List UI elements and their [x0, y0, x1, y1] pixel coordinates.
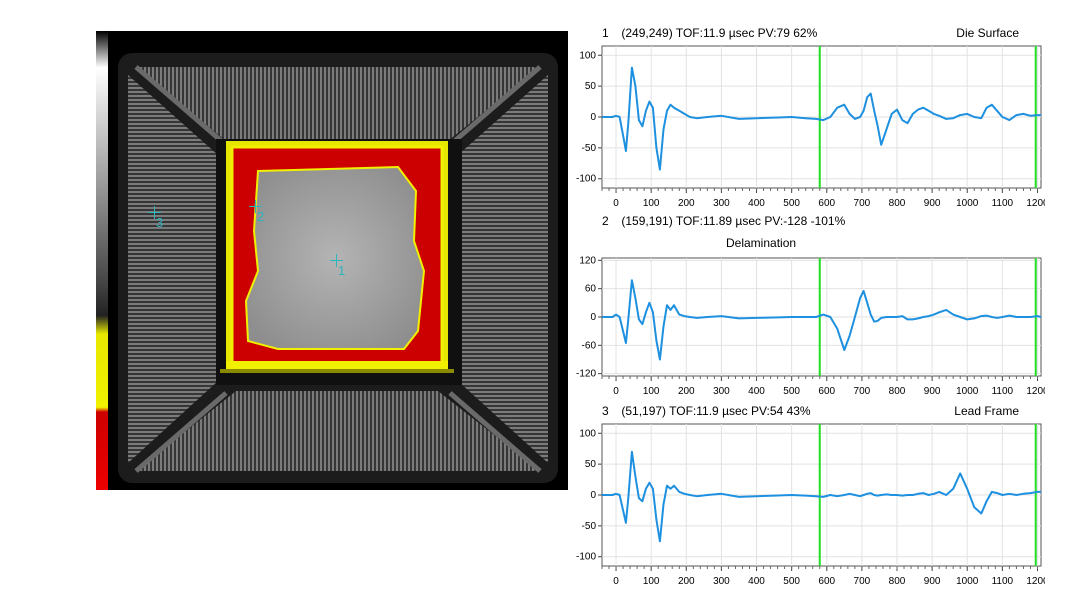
marker-label: 2 — [257, 209, 265, 224]
y-tick-label: 50 — [585, 459, 597, 470]
y-tick-label: -50 — [582, 521, 597, 532]
waveform-index: 3 — [602, 404, 609, 418]
waveform-header: 3 (51,197) TOF:11.9 µsec PV:54 43% — [602, 404, 811, 418]
x-tick-label: 800 — [889, 386, 906, 397]
crosshair-icon — [330, 254, 343, 267]
y-tick-label: -60 — [582, 340, 597, 351]
waveform-chart: 0100200300400500600700800900100011001200… — [576, 255, 1045, 397]
waveform-readout: (51,197) TOF:11.9 µsec PV:54 43% — [621, 404, 811, 418]
marker-label: 1 — [338, 263, 346, 278]
y-tick-label: -100 — [576, 174, 596, 185]
y-tick-label: 60 — [585, 284, 597, 295]
x-tick-label: 400 — [748, 386, 765, 397]
x-tick-label: 1200 — [1026, 198, 1045, 209]
x-tick-label: 0 — [613, 576, 619, 587]
x-tick-label: 100 — [643, 386, 660, 397]
x-tick-label: 1200 — [1026, 386, 1045, 397]
die-surface — [246, 167, 424, 349]
acoustic-scan-image — [108, 31, 568, 490]
waveform-readout: (249,249) TOF:11.9 µsec PV:79 62% — [621, 26, 818, 40]
x-tick-label: 400 — [748, 576, 765, 587]
marker-label: 3 — [156, 215, 164, 230]
y-tick-label: 120 — [579, 255, 596, 266]
waveform-panel-3: 3 (51,197) TOF:11.9 µsec PV:54 43% Lead … — [570, 404, 1045, 590]
waveform-index: 1 — [602, 26, 609, 40]
x-tick-label: 1100 — [992, 386, 1014, 397]
x-tick-label: 900 — [924, 386, 941, 397]
x-tick-label: 500 — [783, 576, 800, 587]
y-tick-label: 50 — [585, 81, 597, 92]
y-tick-label: 0 — [590, 112, 596, 123]
y-tick-label: -120 — [576, 369, 596, 380]
x-tick-label: 900 — [924, 576, 941, 587]
lead-frame-bottom — [136, 391, 540, 471]
lead-frame-left — [128, 75, 218, 463]
waveform-panel-1: 1 (249,249) TOF:11.9 µsec PV:79 62% Die … — [570, 26, 1045, 212]
x-tick-label: 1100 — [992, 198, 1014, 209]
y-tick-label: -50 — [582, 143, 597, 154]
y-tick-label: -100 — [576, 552, 596, 563]
x-tick-label: 200 — [678, 198, 695, 209]
y-tick-label: 0 — [590, 312, 596, 323]
x-tick-label: 1000 — [956, 576, 979, 587]
x-tick-label: 600 — [818, 386, 835, 397]
x-tick-label: 600 — [818, 576, 835, 587]
waveform-panel-2: 2 (159,191) TOF:11.89 µsec PV:-128 -101%… — [570, 214, 1045, 400]
x-tick-label: 100 — [643, 576, 660, 587]
lead-frame-top — [136, 67, 540, 149]
x-tick-label: 300 — [713, 576, 730, 587]
x-tick-label: 200 — [678, 576, 695, 587]
x-tick-label: 800 — [889, 576, 906, 587]
x-tick-label: 400 — [748, 198, 765, 209]
waveform-title: Lead Frame — [954, 404, 1019, 418]
waveform-readout: (159,191) TOF:11.89 µsec PV:-128 -101% — [621, 214, 846, 228]
x-tick-label: 800 — [889, 198, 906, 209]
waveform-chart: 0100200300400500600700800900100011001200… — [576, 45, 1045, 209]
x-tick-label: 900 — [924, 198, 941, 209]
x-tick-label: 600 — [818, 198, 835, 209]
y-tick-label: 100 — [579, 428, 596, 439]
x-tick-label: 1200 — [1026, 576, 1045, 587]
x-tick-label: 500 — [783, 386, 800, 397]
y-tick-label: 0 — [590, 490, 596, 501]
waveform-header: 1 (249,249) TOF:11.9 µsec PV:79 62% — [602, 26, 817, 40]
x-tick-label: 1000 — [956, 386, 979, 397]
x-tick-label: 300 — [713, 386, 730, 397]
waveform-header: 2 (159,191) TOF:11.89 µsec PV:-128 -101% — [602, 214, 845, 228]
x-tick-label: 300 — [713, 198, 730, 209]
waveform-series-line — [602, 450, 1041, 543]
color-scale-bar — [96, 31, 108, 490]
x-tick-label: 1000 — [956, 198, 979, 209]
x-tick-label: 700 — [854, 386, 871, 397]
lead-frame-right — [458, 75, 548, 463]
x-tick-label: 1100 — [992, 576, 1014, 587]
waveform-title: Delamination — [726, 236, 797, 250]
waveform-series-line — [602, 66, 1041, 171]
waveform-chart: 0100200300400500600700800900100011001200… — [576, 423, 1045, 587]
x-tick-label: 700 — [854, 198, 871, 209]
x-tick-label: 0 — [613, 198, 619, 209]
crosshair-icon — [249, 200, 262, 213]
x-tick-label: 100 — [643, 198, 660, 209]
waveform-index: 2 — [602, 214, 609, 228]
x-tick-label: 0 — [613, 386, 619, 397]
waveform-title: Die Surface — [956, 26, 1019, 40]
x-tick-label: 200 — [678, 386, 695, 397]
x-tick-label: 700 — [854, 576, 871, 587]
x-tick-label: 500 — [783, 198, 800, 209]
y-tick-label: 100 — [579, 50, 596, 61]
crosshair-icon — [148, 206, 161, 219]
waveform-series-line — [602, 279, 1042, 361]
